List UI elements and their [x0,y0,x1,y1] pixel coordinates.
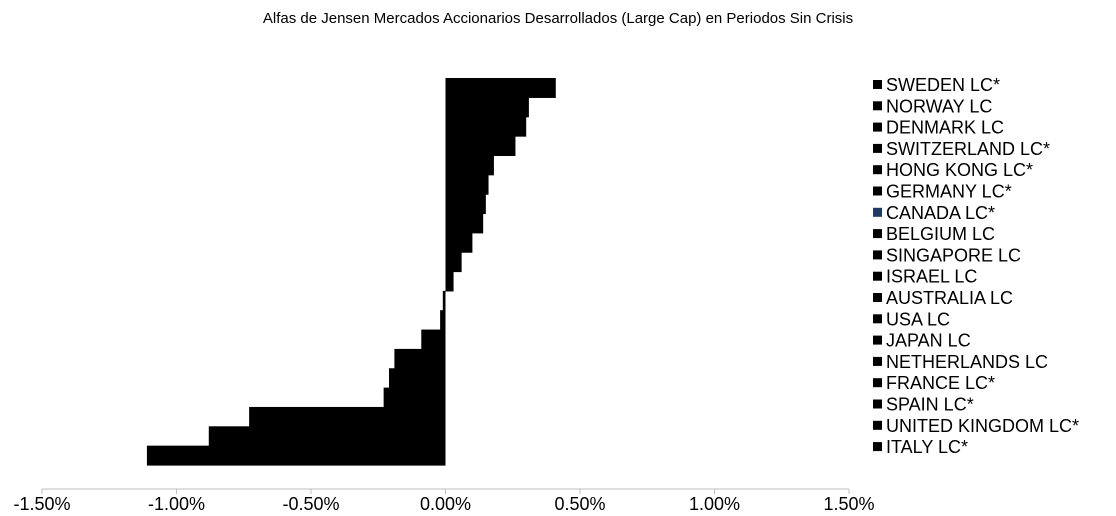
bar [440,310,446,331]
bar [445,194,486,215]
x-tick-label: -1.50% [13,494,70,514]
bar [394,348,446,369]
bar [445,271,454,292]
legend-swatch [873,122,882,132]
bar [445,78,556,98]
bar [445,136,516,156]
x-axis-ticks: -1.50% -1.00% -0.50% 0.00% 0.50% 1.00% 1.50% [13,489,875,514]
bar [389,368,446,389]
legend-label: FRANCE LC* [886,373,995,393]
legend-swatch [873,143,882,153]
legend-label: GERMANY LC* [886,182,1012,202]
legend-swatch [873,101,882,111]
legend-swatch [873,442,882,452]
bar [445,174,489,195]
legend-label: AUSTRALIA LC [886,288,1013,308]
legend-swatch [873,314,882,324]
legend-swatch [873,186,882,196]
legend-label: SWEDEN LC* [886,75,1000,95]
bar [249,406,446,427]
chart-title: Alfas de Jensen Mercados Accionarios Des… [262,10,854,27]
x-tick-label: 0.50% [554,494,605,514]
legend-swatch [873,378,882,388]
legend-swatch [873,229,882,239]
legend-swatch [873,271,882,281]
bar [445,252,462,273]
legend-label: ITALY LC* [886,437,968,457]
legend-swatch [873,399,882,409]
bar [445,232,473,253]
legend-label: DENMARK LC [886,118,1004,138]
legend-swatch [873,250,882,260]
legend-label: SINGAPORE LC [886,245,1021,265]
bar [208,426,446,447]
legend-label: NORWAY LC [886,96,992,116]
bar [445,155,494,176]
legend-label: NETHERLANDS LC [886,352,1048,372]
legend-swatch [873,335,882,345]
bar [445,97,529,118]
x-tick-label: -1.00% [148,494,205,514]
bar [445,116,527,137]
x-tick-label: 0.00% [420,494,471,514]
legend-label: USA LC [886,309,950,329]
bars-group [146,78,556,466]
bar [445,213,484,234]
x-tick-label: 1.00% [689,494,740,514]
legend-label: UNITED KINGDOM LC* [886,416,1079,436]
legend-label: SWITZERLAND LC* [886,139,1050,159]
bar [442,290,446,311]
legend-swatch [873,165,882,175]
x-tick-label: -0.50% [282,494,339,514]
legend-swatch [873,356,882,366]
legend-label: CANADA LC* [886,203,995,223]
legend-swatch [873,207,882,217]
legend-label: SPAIN LC* [886,395,974,415]
legend-label: HONG KONG LC* [886,160,1033,180]
legend-swatch [873,293,882,302]
bar [421,329,446,350]
legend-swatch [873,420,882,430]
legend-label: JAPAN LC [886,331,971,351]
bar [146,445,446,466]
legend-label: ISRAEL LC [886,267,977,287]
legend-label: BELGIUM LC [886,224,995,244]
legend-swatch [873,80,882,89]
x-tick-label: 1.50% [823,494,874,514]
bar [383,387,446,408]
